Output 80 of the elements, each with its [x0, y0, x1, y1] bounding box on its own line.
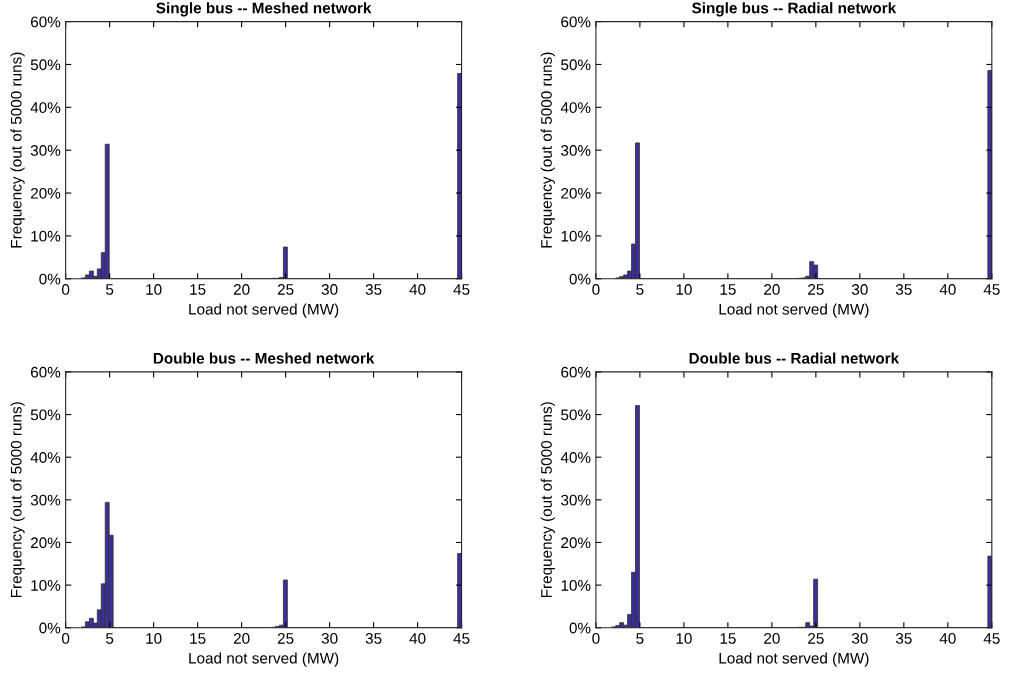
x-tick-label: 25	[277, 284, 294, 295]
y-tick-label: 50%	[30, 409, 61, 421]
x-tick-label: 45	[453, 633, 470, 644]
y-tick-label: 40%	[30, 102, 61, 114]
x-tick-label: 45	[983, 633, 1000, 644]
y-tick-label: 10%	[561, 230, 591, 242]
x-tick-label: 30	[321, 284, 338, 295]
y-tick-label: 40%	[560, 102, 591, 114]
y-tick-label: 50%	[561, 59, 591, 71]
x-axis-title: Load not served (MW)	[189, 652, 339, 667]
y-tick-label: 50%	[561, 409, 591, 421]
y-axis-title: Frequency (out of 5000 runs)	[540, 52, 555, 248]
x-tick-label: 40	[939, 633, 956, 644]
x-tick-label: 5	[636, 284, 644, 295]
x-tick-label: 0	[62, 633, 70, 644]
x-tick-label: 45	[983, 284, 1000, 295]
x-tick-label: 30	[851, 633, 868, 644]
y-tick-label: 60%	[30, 366, 61, 378]
x-tick-label: 10	[676, 284, 692, 295]
y-tick-label: 0%	[569, 273, 591, 285]
chart-title: Single bus -- Meshed network	[156, 2, 372, 17]
y-tick-label: 60%	[561, 16, 591, 28]
x-tick-label: 10	[676, 633, 692, 644]
x-tick-label: 25	[808, 284, 824, 295]
y-tick-label: 60%	[561, 366, 591, 378]
x-tick-label: 0	[62, 284, 70, 295]
chart-title: Double bus -- Meshed network	[153, 352, 375, 364]
x-tick-label: 35	[895, 633, 912, 644]
x-tick-label: 15	[720, 633, 736, 644]
x-tick-label: 15	[720, 284, 736, 295]
x-axis-title: Load not served (MW)	[719, 303, 869, 318]
x-tick-label: 20	[233, 284, 250, 295]
x-tick-label: 30	[321, 633, 338, 644]
y-tick-label: 30%	[561, 145, 591, 156]
x-tick-label: 40	[939, 284, 956, 295]
y-tick-label: 0%	[569, 622, 591, 634]
x-tick-label: 0	[592, 633, 600, 644]
chart-title: Single bus -- Radial network	[692, 2, 897, 17]
y-tick-label: 10%	[561, 579, 591, 591]
x-tick-label: 10	[146, 284, 162, 295]
x-tick-label: 45	[453, 284, 470, 295]
x-axis-title: Load not served (MW)	[189, 303, 339, 318]
chart-title: Double bus -- Radial network	[689, 352, 900, 364]
y-tick-label: 30%	[561, 494, 591, 506]
x-tick-label: 30	[851, 284, 868, 295]
y-axis-title: Frequency (out of 5000 runs)	[10, 52, 25, 248]
x-axis-title: Load not served (MW)	[719, 652, 869, 667]
y-tick-label: 40%	[560, 452, 591, 463]
y-tick-label: 20%	[561, 187, 591, 199]
x-tick-label: 10	[146, 633, 162, 644]
x-tick-label: 40	[409, 633, 426, 644]
x-tick-label: 25	[277, 633, 294, 644]
x-tick-label: 5	[106, 284, 114, 295]
y-tick-label: 0%	[39, 622, 61, 634]
x-tick-label: 20	[764, 284, 780, 295]
x-tick-label: 35	[365, 633, 382, 644]
y-tick-label: 50%	[30, 59, 61, 71]
x-tick-label: 35	[895, 284, 912, 295]
y-tick-label: 30%	[30, 145, 61, 156]
x-tick-label: 0	[592, 284, 600, 295]
x-tick-label: 5	[106, 633, 114, 644]
x-tick-label: 5	[636, 633, 644, 644]
y-tick-label: 10%	[31, 230, 61, 242]
y-tick-label: 30%	[30, 494, 61, 506]
x-tick-label: 20	[764, 633, 780, 644]
y-tick-label: 40%	[30, 452, 61, 463]
y-axis-title: Frequency (out of 5000 runs)	[10, 402, 25, 598]
x-tick-label: 35	[365, 284, 382, 295]
x-tick-label: 15	[190, 284, 206, 295]
y-tick-label: 10%	[31, 579, 61, 591]
y-tick-label: 20%	[30, 537, 61, 549]
y-tick-label: 60%	[30, 16, 61, 28]
x-tick-label: 40	[409, 284, 426, 295]
y-tick-label: 20%	[30, 187, 61, 199]
y-tick-label: 0%	[39, 273, 61, 285]
x-tick-label: 20	[233, 633, 250, 644]
x-tick-label: 15	[190, 633, 206, 644]
y-tick-label: 20%	[561, 537, 591, 549]
x-tick-label: 25	[808, 633, 824, 644]
y-axis-title: Frequency (out of 5000 runs)	[540, 402, 555, 598]
